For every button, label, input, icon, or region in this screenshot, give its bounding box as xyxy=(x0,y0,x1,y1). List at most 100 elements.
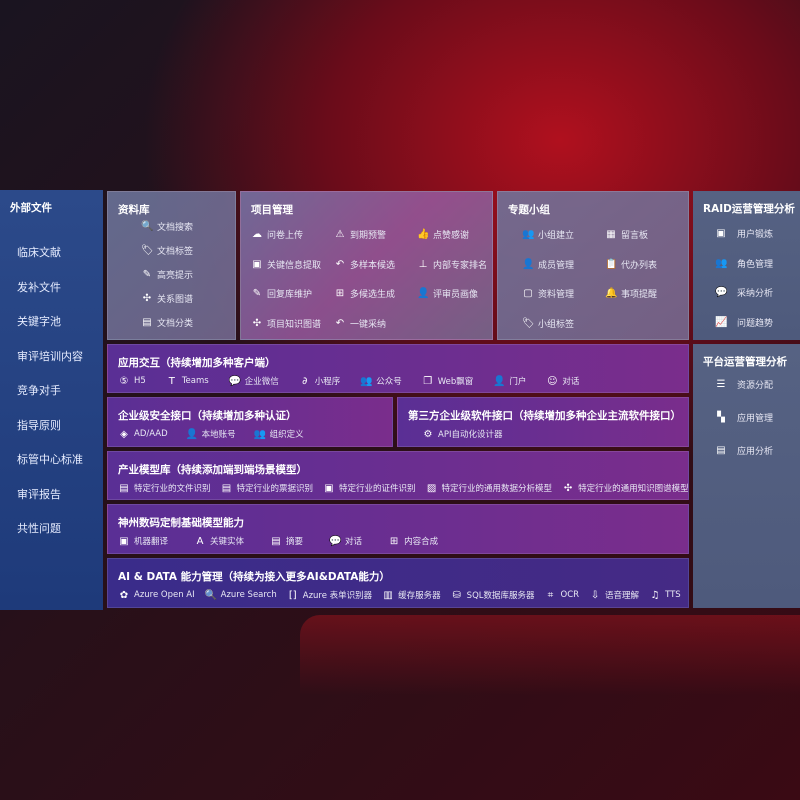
window-icon: ▣ xyxy=(252,258,262,270)
sidebar-item[interactable]: 审评培训内容 xyxy=(17,349,83,363)
sidebar-item[interactable]: 临床文献 xyxy=(17,246,61,259)
item-label: Teams xyxy=(181,376,209,386)
item-trend[interactable]: 📈 问题趋势 xyxy=(715,316,773,329)
item-wecom[interactable]: 💬 企业微信 xyxy=(229,375,279,388)
item-chat[interactable]: 💬 对话 xyxy=(329,535,362,548)
item-label: 应用管理 xyxy=(737,414,774,424)
panel-title: 企业级安全接口（持续增加多种认证） xyxy=(118,410,297,422)
item-receipt[interactable]: ▤ 特定行业的票据识别 xyxy=(221,482,314,495)
item-label: 多样本候选 xyxy=(350,260,396,271)
item-label: 评审员画像 xyxy=(433,290,479,300)
item-graph[interactable]: ✣ 特定行业的通用知识图谱模型 xyxy=(562,482,688,495)
sidebar-item[interactable]: 审评报告 xyxy=(17,487,61,501)
item-document-search[interactable]: 🔍 文档搜索 xyxy=(141,220,193,233)
item-users[interactable]: 👥 小组建立 xyxy=(522,228,574,241)
search-icon: 🔍 xyxy=(204,589,218,601)
item-teams[interactable]: T Teams xyxy=(166,375,209,387)
item-alarm[interactable]: ⚠ 到期预警 xyxy=(334,228,387,241)
item-translate[interactable]: ▣ 机器翻译 xyxy=(118,535,168,548)
item-gear[interactable]: ⚙ API自动化设计器 xyxy=(422,428,503,441)
item-reply[interactable]: ↶ 多样本候选 xyxy=(334,258,395,271)
item-label: 成员管理 xyxy=(538,260,575,271)
item-voice[interactable]: ⇩ 语音理解 xyxy=(589,589,639,602)
item-label: TTS xyxy=(665,590,681,600)
item-ocr[interactable]: ⌗ OCR xyxy=(545,589,579,601)
ranking-icon: ⊥ xyxy=(418,258,428,270)
item-user-add[interactable]: 👤 成员管理 xyxy=(522,258,574,271)
item-label: 资源分配 xyxy=(737,381,774,391)
item-document[interactable]: ▤ 文档分类 xyxy=(141,316,193,329)
folder-icon: ▢ xyxy=(523,288,533,299)
item-label: 特定行业的通用数据分析模型 xyxy=(441,484,553,494)
item-entity[interactable]: A 关键实体 xyxy=(194,535,244,548)
gear-icon: ⚙ xyxy=(423,428,433,440)
item-file[interactable]: ▤ 特定行业的文件识别 xyxy=(118,482,210,495)
item-window[interactable]: ❐ Web飘窗 xyxy=(422,375,474,388)
item-chart[interactable]: ▤ 应用分析 xyxy=(715,444,773,457)
item-label: Azure 表单识别器 xyxy=(302,591,373,601)
item-label: 对话 xyxy=(562,377,580,387)
item-ranking[interactable]: ⊥ 内部专家排名 xyxy=(417,258,487,271)
item-label: 特定行业的票据识别 xyxy=(236,484,314,494)
item-document[interactable]: ▤ 摘要 xyxy=(270,535,303,548)
panel-platform-analysis: 平台运营管理分析 ☰ 资源分配 ▚ 应用管理 ▤ 应用分析 xyxy=(693,344,800,608)
panel-title: 神州数码定制基础模型能力 xyxy=(118,517,244,529)
item-users[interactable]: 👥 公众号 xyxy=(360,375,402,388)
item-form[interactable]: [] Azure 表单识别器 xyxy=(287,589,373,602)
sidebar-item[interactable]: 竞争对手 xyxy=(17,384,61,397)
item-tts[interactable]: ♫ TTS xyxy=(649,589,681,601)
item-chat[interactable]: ☺ 对话 xyxy=(546,375,580,388)
item-window[interactable]: ▣ 关键信息提取 xyxy=(251,258,321,271)
item-thumbs-up[interactable]: 👍 点赞感谢 xyxy=(417,228,469,241)
item-tag[interactable]: 🏷 小组标签 xyxy=(522,317,574,330)
item-apps[interactable]: ▚ 应用管理 xyxy=(715,411,773,424)
item-label: 门户 xyxy=(509,377,527,387)
thumbs-up-icon: 👍 xyxy=(417,229,430,240)
item-openai[interactable]: ✿ Azure Open AI xyxy=(118,589,195,601)
bbs-icon: ▦ xyxy=(606,229,616,240)
panel-title: 第三方企业级软件接口（持续增加多种企业主流软件接口） xyxy=(408,410,681,422)
item-qa[interactable]: 💬 采纳分析 xyxy=(715,286,773,299)
item-reply[interactable]: ↶ 一键采纳 xyxy=(334,317,386,330)
item-search[interactable]: 🔍 Azure Search xyxy=(205,589,277,601)
item-server[interactable]: ▥ 缓存服务器 xyxy=(382,589,440,602)
item-label: Web飘窗 xyxy=(437,377,474,387)
item-label: SQL数据库服务器 xyxy=(466,591,535,601)
item-portal[interactable]: 👤 门户 xyxy=(493,375,527,388)
item-pen[interactable]: ✎ 高亮提示 xyxy=(141,268,193,281)
item-cloud-upload[interactable]: ☁ 问卷上传 xyxy=(251,228,303,241)
item-graph[interactable]: ✣ 项目知识图谱 xyxy=(251,317,321,330)
html5-icon: ⑤ xyxy=(119,375,129,387)
item-database[interactable]: ⛁ SQL数据库服务器 xyxy=(451,589,535,602)
item-folder[interactable]: ▢ 资料管理 xyxy=(522,287,574,300)
sidebar-item[interactable]: 指导原则 xyxy=(17,418,61,432)
panel-title: 项目管理 xyxy=(251,204,293,216)
item-label: H5 xyxy=(134,376,146,386)
sidebar-item[interactable]: 共性问题 xyxy=(17,522,61,535)
item-id-card[interactable]: ▣ 用户锻炼 xyxy=(715,227,773,240)
item-html5[interactable]: ⑤ H5 xyxy=(118,375,146,387)
user-add-icon: 👤 xyxy=(522,258,535,270)
item-list[interactable]: ☰ 资源分配 xyxy=(715,378,774,391)
item-diamond[interactable]: ◈ AD/AAD xyxy=(118,428,168,440)
ocr-icon: ⌗ xyxy=(547,589,554,601)
item-tag[interactable]: 🏷 文档标签 xyxy=(141,244,193,257)
sidebar-item[interactable]: 标管中心标准 xyxy=(17,453,83,466)
item-miniprogram[interactable]: ∂ 小程序 xyxy=(299,375,340,388)
chat-icon: 💬 xyxy=(329,535,342,547)
sidebar-item[interactable]: 关键字池 xyxy=(17,315,61,328)
item-image[interactable]: ▨ 特定行业的通用数据分析模型 xyxy=(426,482,553,495)
item-id-card[interactable]: ▣ 特定行业的证件识别 xyxy=(323,482,415,495)
item-user[interactable]: 👤 评审员画像 xyxy=(417,287,478,300)
item-bell[interactable]: 🔔 事项提醒 xyxy=(605,287,657,300)
item-org[interactable]: 👥 组织定义 xyxy=(254,428,304,441)
sidebar-item[interactable]: 发补文件 xyxy=(17,280,61,294)
item-clipboard[interactable]: 📋 代办列表 xyxy=(605,258,657,271)
item-edit[interactable]: ✎ 回复库维护 xyxy=(251,287,312,300)
item-users[interactable]: 👥 角色管理 xyxy=(715,257,773,270)
item-bbs[interactable]: ▦ 留言板 xyxy=(605,228,648,241)
item-puzzle[interactable]: ⊞ 多候选生成 xyxy=(334,287,395,300)
item-user[interactable]: 👤 本地账号 xyxy=(186,428,236,441)
item-graph[interactable]: ✣ 关系图谱 xyxy=(141,292,193,305)
item-puzzle[interactable]: ⊞ 内容合成 xyxy=(388,535,438,548)
